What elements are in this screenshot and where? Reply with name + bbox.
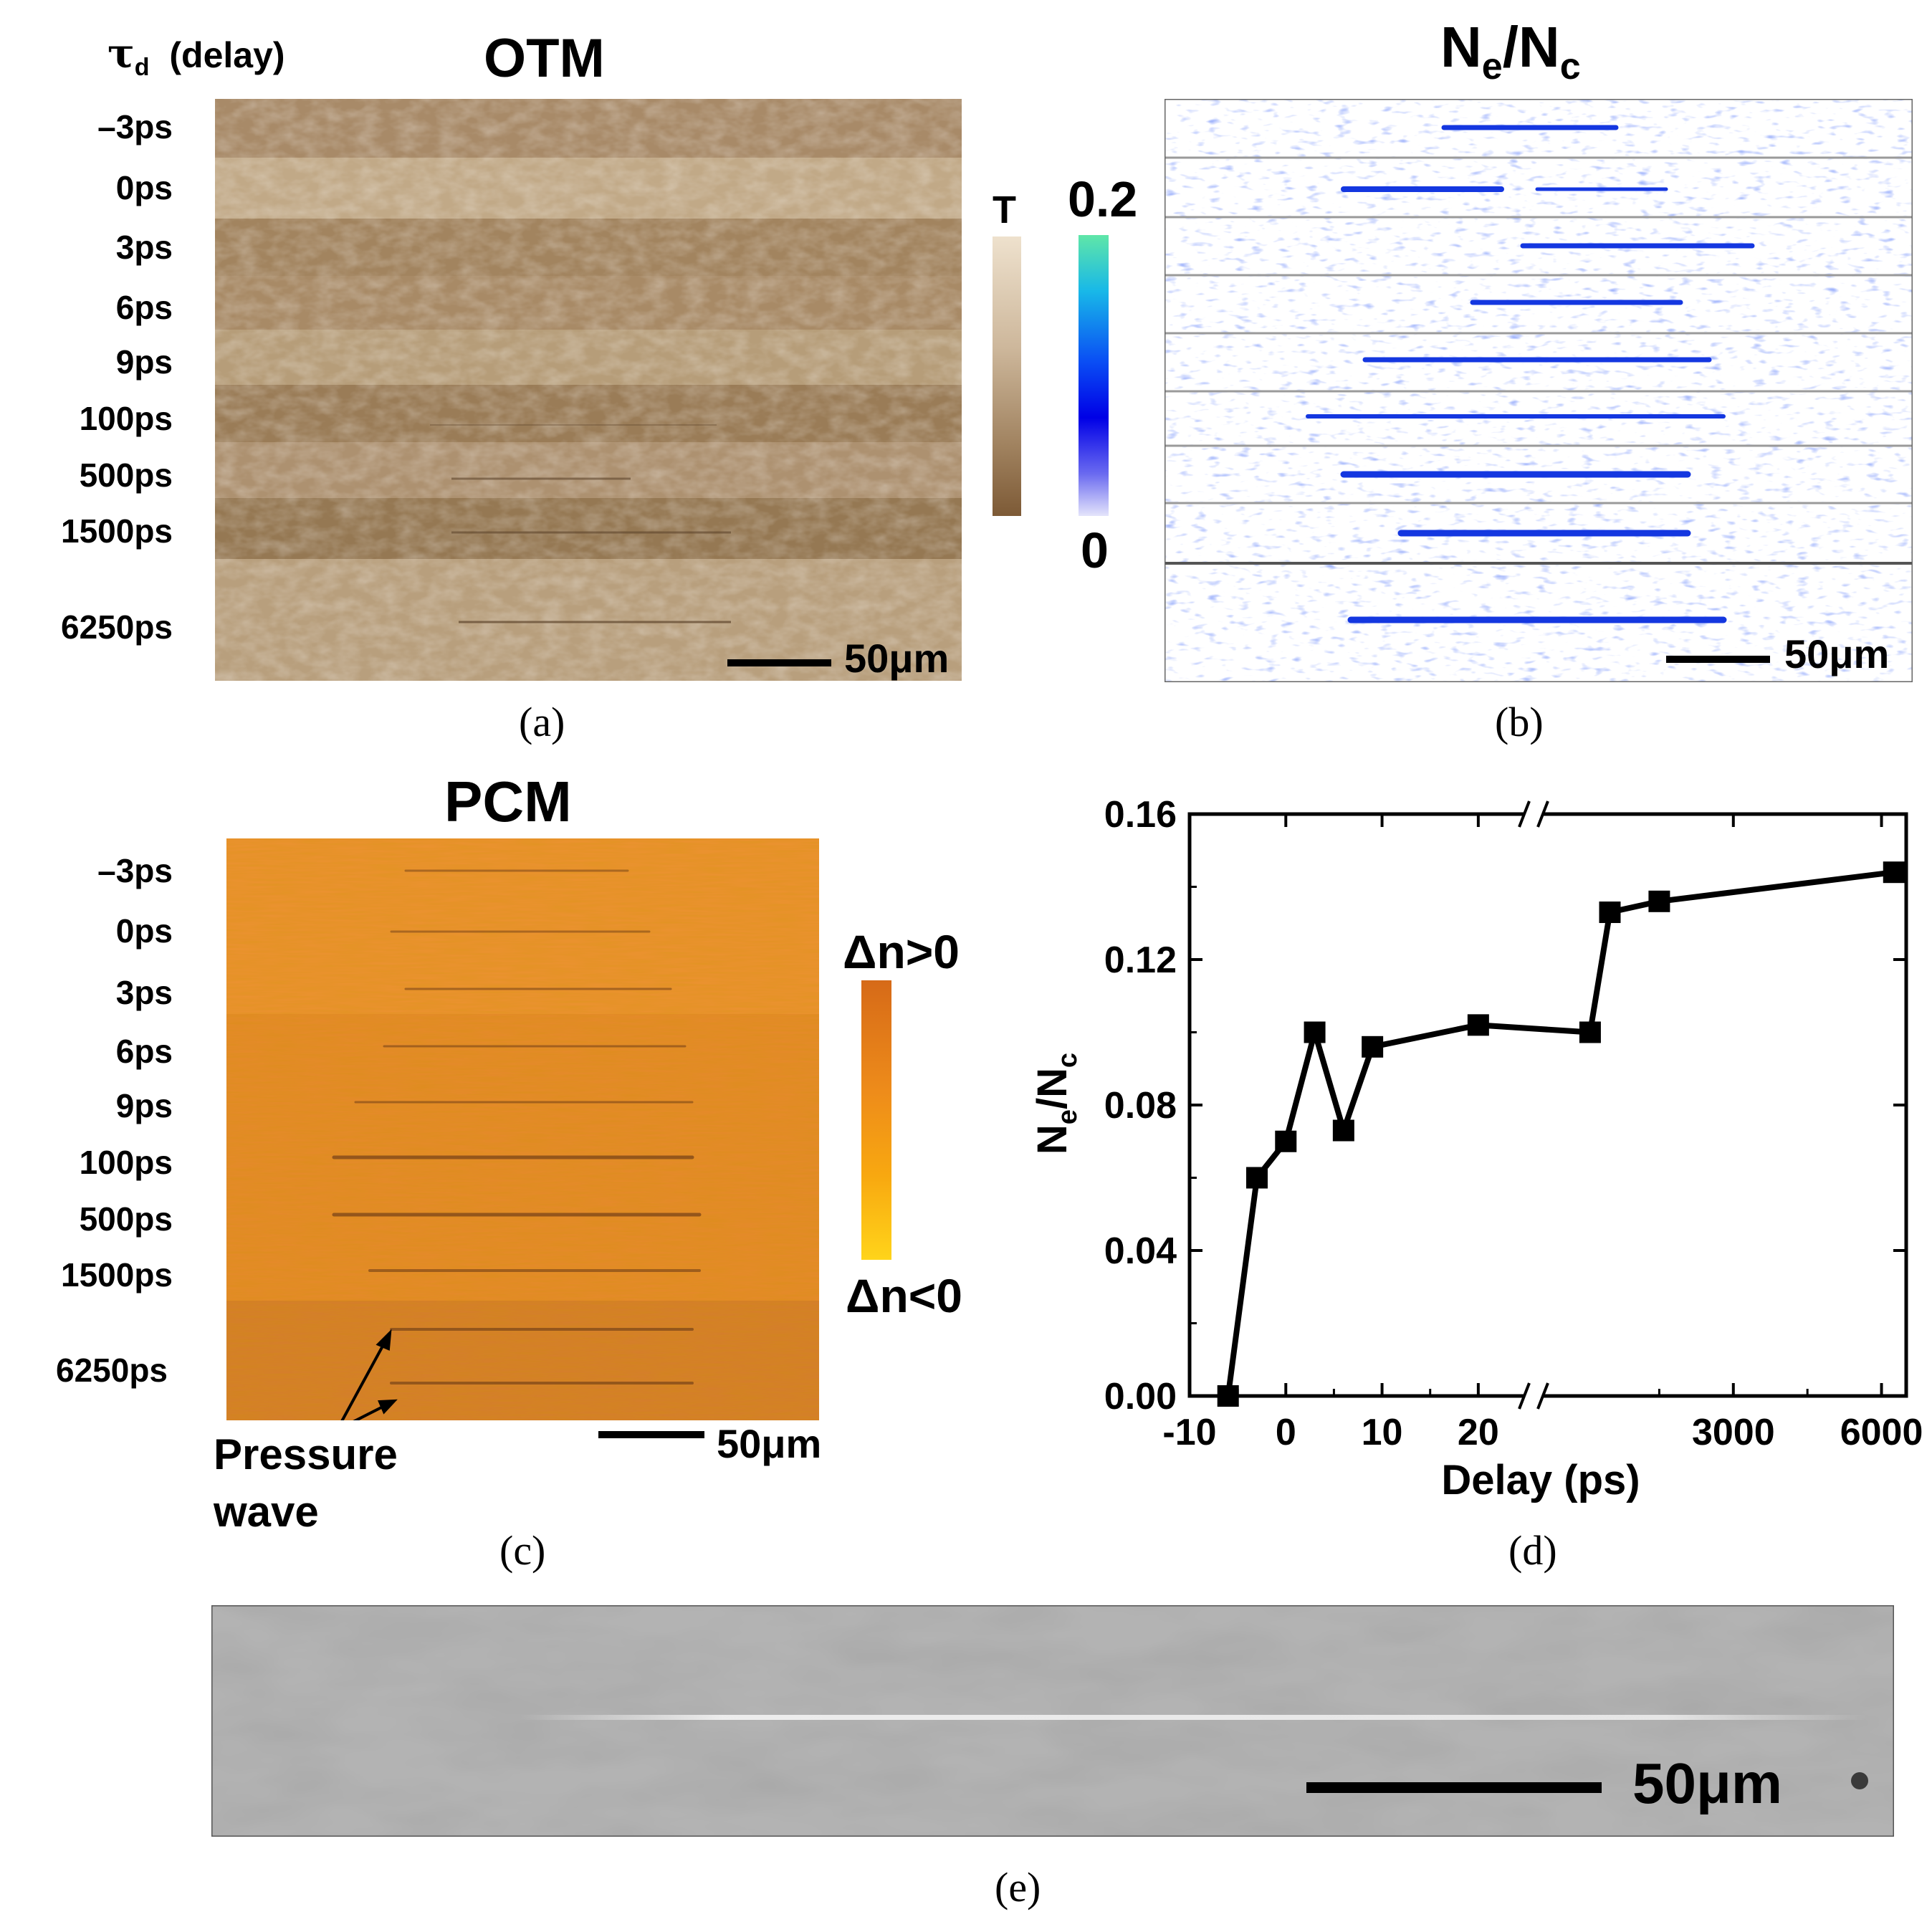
axis-break-mark: [1518, 800, 1531, 828]
pcm-colorbar-top: Δn>0: [843, 925, 960, 978]
written-line: [520, 1715, 1867, 1720]
chart-xlabel: Delay (ps): [1441, 1457, 1640, 1503]
nenc-image: [1165, 99, 1913, 682]
otm-colorbar-label: T: [993, 188, 1016, 231]
axis-break-mark: [1536, 1382, 1549, 1410]
microscope-image: [211, 1605, 1894, 1837]
axis-break-gap: [1524, 1392, 1544, 1400]
pressure-wave-label: Pressure wave: [214, 1426, 398, 1541]
otm-scale-label: 50μm: [844, 636, 950, 681]
pcm-colorbar: [861, 980, 891, 1260]
data-point: [1599, 902, 1621, 924]
x-tick-label: 20: [1458, 1412, 1499, 1453]
data-point: [1246, 1167, 1268, 1189]
x-tick-label: 6000: [1840, 1412, 1923, 1453]
data-point: [1304, 1021, 1326, 1043]
nenc-title-sub2: c: [1559, 46, 1581, 87]
y-tick-label: 0.08: [1104, 1085, 1177, 1127]
pressure-wave-arrows: [340, 1329, 398, 1420]
debris-spot: [1851, 1772, 1868, 1789]
pcm-delay-label: 1500ps: [60, 1256, 173, 1293]
data-point: [1275, 1130, 1297, 1152]
x-tick-label: 0: [1276, 1412, 1296, 1453]
data-point: [1883, 861, 1905, 884]
pcm-scale-label: 50μm: [717, 1421, 822, 1466]
otm-colorbar: [993, 236, 1021, 516]
y-tick-label: 0.00: [1104, 1376, 1177, 1417]
pcm-image: [226, 838, 819, 1420]
otm-delay-label: 1500ps: [60, 512, 173, 550]
pcm-colorbar-bottom: Δn<0: [846, 1269, 963, 1322]
data-point: [1579, 1021, 1601, 1043]
caption-d: (d): [1508, 1527, 1557, 1574]
nenc-title-main: N: [1440, 15, 1482, 79]
otm-title: OTM: [484, 28, 605, 89]
pcm-delay-label: 3ps: [115, 974, 173, 1011]
nenc-delay-chart: 0.00 0.04 0.08 0.12 0.16 -10 0 10 20 3000 6000 Del…: [1029, 794, 1923, 1503]
x-tick-label: 3000: [1692, 1412, 1775, 1453]
pcm-scale-bar: [598, 1431, 704, 1438]
otm-delay-label: 6ps: [115, 289, 173, 326]
otm-delay-label: –3ps: [97, 108, 173, 145]
pcm-delay-label: –3ps: [97, 852, 173, 889]
pressure-wave-line1: Pressure: [214, 1430, 398, 1478]
chart-ylabel-sub1: e: [1053, 1109, 1083, 1124]
chart-ylabel-main: N: [1029, 1124, 1076, 1154]
pcm-delay-label: 9ps: [115, 1087, 173, 1124]
pcm-delay-label: 0ps: [115, 912, 173, 950]
data-point: [1362, 1036, 1384, 1058]
chart-ylabel-slash: /N: [1029, 1068, 1076, 1109]
nenc-colorbar: [1079, 235, 1109, 516]
otm-delay-label: 500ps: [79, 456, 173, 494]
delay-header: τd (delay): [107, 30, 285, 82]
otm-delay-label: 6250ps: [60, 608, 173, 646]
data-point: [1332, 1119, 1354, 1142]
axis-break-mark: [1536, 800, 1549, 828]
nenc-title-slash: /N: [1502, 15, 1560, 79]
x-tick-label: -10: [1162, 1412, 1216, 1453]
tau-symbol: τ: [107, 30, 135, 77]
axis-break-gap: [1524, 810, 1544, 818]
data-point: [1467, 1014, 1489, 1036]
nenc-scale-bar: [1666, 656, 1770, 663]
tau-subscript: d: [134, 54, 150, 81]
pcm-delay-label: 100ps: [79, 1144, 173, 1181]
caption-b: (b): [1495, 699, 1544, 745]
x-tick-label: 10: [1362, 1412, 1403, 1453]
pcm-delay-label: 500ps: [79, 1200, 173, 1238]
svg-text:Ne/Nc: Ne/Nc: [1029, 1053, 1083, 1154]
otm-delay-label: 100ps: [79, 400, 173, 437]
y-tick-label: 0.04: [1104, 1230, 1177, 1272]
axis-break-mark: [1518, 1382, 1531, 1410]
caption-c: (c): [499, 1527, 546, 1574]
series-line: [1225, 869, 1895, 1397]
chart-ylabel: Ne/Nc: [1029, 1053, 1083, 1154]
otm-delay-label: 9ps: [115, 343, 173, 381]
y-tick-label: 0.12: [1104, 939, 1177, 981]
pcm-title: PCM: [444, 770, 572, 833]
y-tick-label: 0.16: [1104, 794, 1177, 836]
nenc-title: Ne/Nc: [1440, 14, 1581, 88]
pcm-delay-label: 6250ps: [55, 1352, 168, 1389]
caption-e: (e): [995, 1864, 1041, 1911]
nenc-colorbar-min: 0: [1081, 522, 1109, 578]
chart-ylabel-sub2: c: [1053, 1053, 1083, 1068]
nenc-title-sub1: e: [1481, 46, 1503, 87]
delay-header-text: (delay): [169, 35, 285, 75]
data-point: [1217, 1385, 1239, 1407]
pressure-wave-line2: wave: [214, 1488, 319, 1536]
otm-delay-label: 3ps: [115, 229, 173, 266]
nenc-scale-label: 50μm: [1784, 631, 1890, 676]
data-point: [1648, 890, 1670, 912]
micro-scale-label: 50μm: [1632, 1751, 1783, 1815]
micro-scale-bar: [1306, 1782, 1602, 1793]
otm-image: [215, 99, 962, 681]
pcm-delay-label: 6ps: [115, 1033, 173, 1070]
caption-a: (a): [519, 699, 565, 745]
otm-delay-label: 0ps: [115, 169, 173, 206]
otm-scale-bar: [727, 659, 831, 666]
nenc-colorbar-max: 0.2: [1068, 171, 1138, 227]
